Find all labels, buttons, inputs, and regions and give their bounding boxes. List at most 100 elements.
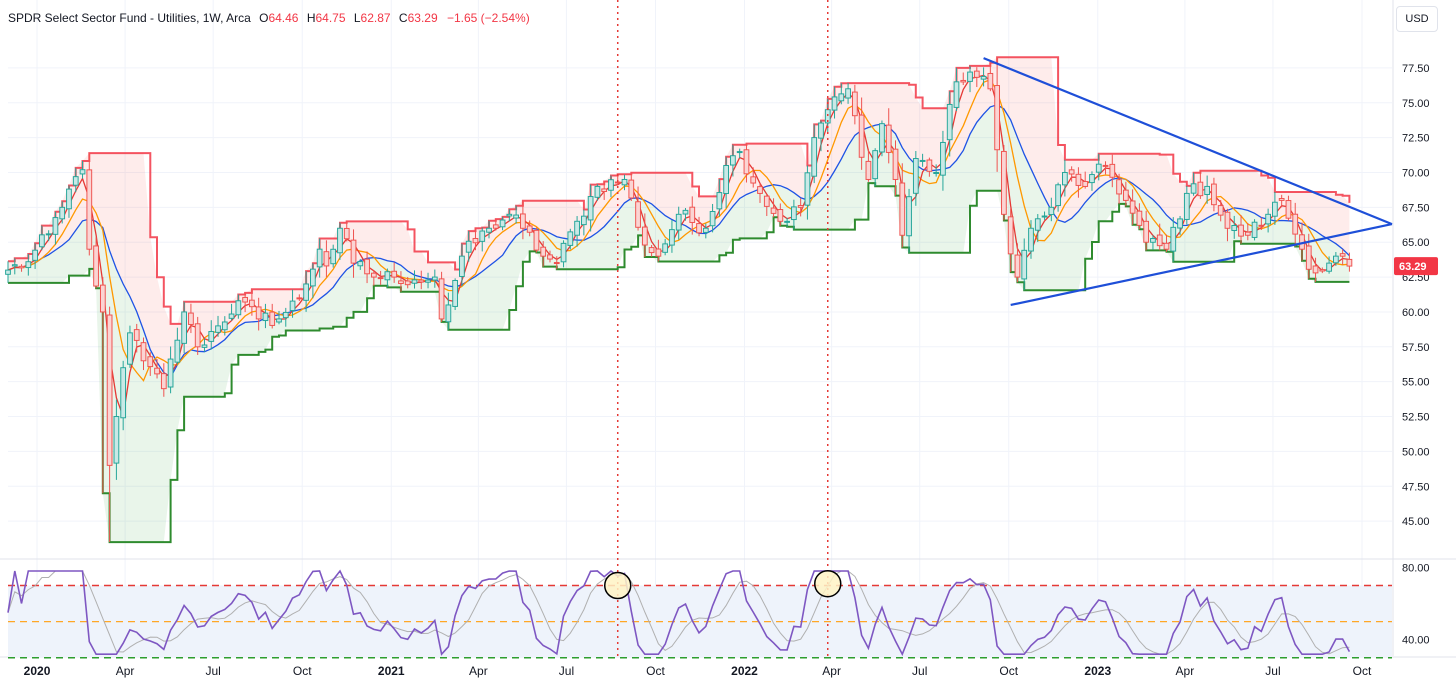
candle-body [1258,224,1265,227]
candle-body [1278,198,1285,201]
candle-fill [852,92,857,116]
candle-body [255,306,262,320]
candle-fill [1239,225,1243,236]
candle-body [702,227,709,233]
candle-body [838,93,845,102]
candle-body [851,91,858,117]
candle-body [39,234,45,248]
candle-fill [568,232,573,245]
candle-body [865,160,872,180]
candle-body [1170,226,1177,252]
candle-fill [371,273,376,277]
candle-fill [1225,212,1230,228]
candle-body [431,276,438,281]
candle-fill [73,177,78,185]
candle-body [276,318,282,323]
candle-fill [195,324,200,347]
candle-body [669,229,675,246]
candle-fill [541,247,546,256]
rsi-highlight-circle [603,571,632,600]
candle-body [763,195,770,207]
candle-body [858,114,865,158]
candle-body [1183,192,1190,220]
candle-body [526,225,533,233]
candle-fill [873,151,878,179]
candle-body [147,356,154,368]
candle-fill [1123,190,1128,200]
candle-body [208,331,215,342]
candle-body [215,325,221,333]
candle-body [696,223,702,234]
candle-body [370,272,377,278]
candle-fill [243,297,247,302]
candle-fill [649,248,654,253]
candle-fill [521,214,525,228]
candle-body [709,211,716,227]
candle-fill [1144,221,1149,242]
candle-fill [1063,172,1067,185]
candle-fill [466,241,471,252]
candle-body [757,186,763,194]
candle-body [221,321,228,331]
close-key: C [398,11,408,25]
candle-fill [1056,185,1060,206]
candle-body [1109,163,1116,178]
candle-body [391,270,398,278]
candle-fill [1212,184,1216,205]
rsi-axis-tick-label: 40.00 [1402,635,1430,647]
candle-body [472,237,479,244]
candle-fill [988,73,993,89]
candle-body [1312,265,1319,274]
candle-fill [405,281,410,285]
candle-body [777,209,784,222]
candle-fill [839,94,844,101]
candle-body [1238,224,1244,237]
candle-body [906,196,912,237]
candle-fill [961,80,966,82]
candle-fill [304,284,308,300]
candle-body [1068,169,1075,175]
candle-fill [270,312,275,325]
change-value: −1.65 (−2.54%) [446,11,530,25]
price-axis-tick-label: 72.50 [1402,133,1430,145]
candle-body [465,240,472,253]
candle-body [743,149,750,175]
candle-fill [250,300,254,307]
candle-body [1326,262,1332,272]
candle-fill [1042,216,1047,218]
candle-body [418,279,425,283]
currency-button[interactable]: USD [1396,6,1438,32]
candle-body [160,373,167,390]
candle-fill [182,312,187,343]
candle-body [1272,201,1278,217]
candle-fill [236,301,241,315]
candle-body [831,96,838,111]
time-axis-tick-label: Apr [822,664,841,678]
candle-body [587,196,594,221]
candle-body [492,224,499,229]
candle-body [513,214,519,219]
candle-body [1211,183,1217,206]
candle-body [438,278,445,320]
price-axis-tick-label: 62.50 [1402,272,1430,284]
candle-body [120,367,127,419]
candle-body [1305,245,1312,270]
candle-body [750,176,757,184]
candle-body [960,79,967,83]
candle-body [140,342,147,362]
candle-fill [399,281,403,283]
candle-body [1041,215,1048,218]
candle-fill [798,206,803,207]
candle-fill [1293,214,1298,234]
candle-fill [751,177,756,183]
candle-body [486,227,492,233]
candle-fill [676,214,681,230]
candle-fill [1205,186,1210,194]
price-axis-tick-label: 52.50 [1402,412,1430,424]
candle-fill [121,368,126,418]
candle-fill [33,250,37,260]
candle-fill [1069,170,1074,174]
candle-fill [670,230,674,245]
candle-body [1163,242,1170,250]
